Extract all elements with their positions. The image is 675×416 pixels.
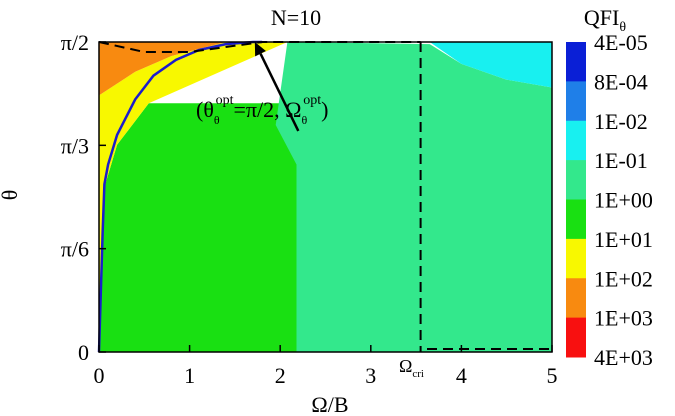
region-1 [275,42,552,352]
plot-frame [98,41,553,353]
x-tick-label: 0 [94,363,105,388]
colorbar-label: 1E+00 [594,188,653,213]
colorbar-title: QFIθ [584,5,626,35]
colorbar-swatch [566,160,586,200]
colorbar-swatch [566,120,586,161]
x-tick-label: 1 [184,363,195,388]
optimum-label: (θθopt=π/2, Ωθopt) [196,93,328,127]
optimal-theta-curve-0 [97,40,263,353]
y-axis-label: θ [0,190,22,201]
colorbar-label: 1E+03 [594,306,653,331]
y-tick-label: π/2 [61,30,89,55]
region-0 [99,103,297,352]
x-tick-label: 4 [456,363,467,388]
colorbar: 4E-05 8E-04 1E-02 1E-01 1E+00 1E+01 1E+02 1E+03… [566,30,653,370]
region-4 [99,42,226,96]
y-tick-label: π/6 [61,237,89,262]
colorbar-label: 1E+01 [594,227,653,252]
colorbar-label: 1E-01 [594,148,648,173]
colorbar-swatch [566,81,586,122]
colorbar-swatch [566,278,586,319]
colorbar-label: 4E-05 [594,30,648,55]
y-axis-ticks: 0 π/6 π/3 π/2 [61,30,106,365]
optimum-annotation: (θθopt=π/2, Ωθopt) [196,42,328,132]
colorbar-label: 4E+03 [594,345,653,370]
omega-critical-label: Ωcri [399,356,424,380]
x-axis-label: Ω/B [311,392,348,416]
y-tick-label: π/3 [61,133,89,158]
x-tick-label: 5 [547,363,558,388]
x-tick-label: 3 [365,363,376,388]
colorbar-label: 8E-04 [594,69,648,94]
colorbar-label: 1E+02 [594,266,653,291]
annotation-arrow [259,53,300,132]
region-2 [429,42,552,88]
colorbar-swatch [566,238,586,279]
y-tick-label: 0 [78,340,89,365]
colorbar-swatch [566,317,586,358]
colorbar-swatch [566,199,586,240]
x-axis-ticks: 0 1 2 3 4 5 [94,345,558,388]
x-tick-label: 2 [275,363,286,388]
chart-title: N=10 [271,5,321,30]
annotation-arrowhead [254,42,266,57]
colorbar-swatch [566,42,586,82]
colorbar-label: 1E-02 [594,109,648,134]
plot-area [99,42,552,352]
